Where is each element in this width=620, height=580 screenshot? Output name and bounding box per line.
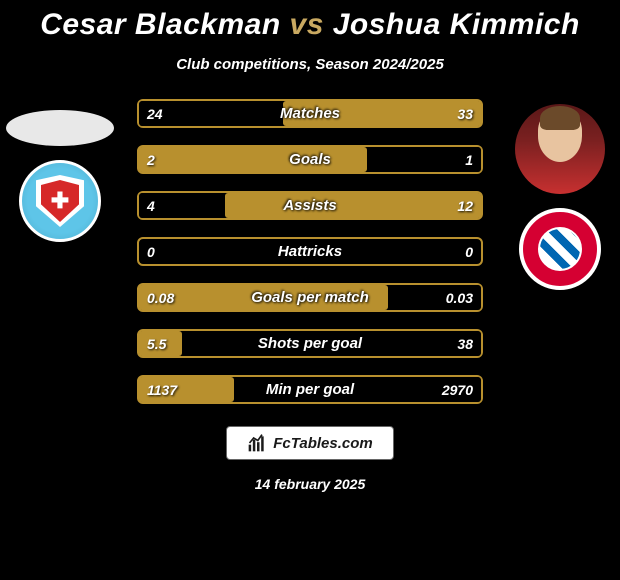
stat-row: 412Assists xyxy=(137,191,483,220)
player2-club-badge xyxy=(519,208,601,290)
title-vs: vs xyxy=(290,8,324,41)
stat-label: Assists xyxy=(139,193,481,218)
title-player2: Joshua Kimmich xyxy=(333,8,580,41)
stat-label: Hattricks xyxy=(139,239,481,264)
player1-club-badge: ✚ xyxy=(19,160,101,242)
stat-label: Shots per goal xyxy=(139,331,481,356)
player2-hair-icon xyxy=(540,106,580,130)
stat-label: Goals per match xyxy=(139,285,481,310)
page-title: Cesar Blackman vs Joshua Kimmich xyxy=(0,8,620,42)
player2-photo xyxy=(515,104,605,194)
subtitle: Club competitions, Season 2024/2025 xyxy=(0,56,620,73)
player1-photo-placeholder xyxy=(6,110,114,146)
title-player1: Cesar Blackman xyxy=(40,8,280,41)
footer-date: 14 february 2025 xyxy=(0,476,620,492)
slovan-shield-outer: ✚ xyxy=(36,175,84,227)
right-player-column xyxy=(500,110,620,290)
chart-icon xyxy=(247,433,267,453)
stat-row: 2433Matches xyxy=(137,99,483,128)
left-player-column: ✚ xyxy=(0,110,120,242)
site-logo-text: FcTables.com xyxy=(273,435,372,452)
bayern-ring-icon xyxy=(523,212,597,286)
stat-label: Goals xyxy=(139,147,481,172)
bayern-diamond-icon xyxy=(538,227,582,271)
stat-row: 11372970Min per goal xyxy=(137,375,483,404)
stat-row: 00Hattricks xyxy=(137,237,483,266)
site-logo[interactable]: FcTables.com xyxy=(226,426,394,460)
slovan-shield-icon: ✚ xyxy=(41,180,79,222)
comparison-card: Cesar Blackman vs Joshua Kimmich Club co… xyxy=(0,0,620,580)
stat-row: 21Goals xyxy=(137,145,483,174)
stat-row: 5.538Shots per goal xyxy=(137,329,483,358)
stat-label: Min per goal xyxy=(139,377,481,402)
player2-face-icon xyxy=(538,110,582,162)
stat-row: 0.080.03Goals per match xyxy=(137,283,483,312)
stat-label: Matches xyxy=(139,101,481,126)
